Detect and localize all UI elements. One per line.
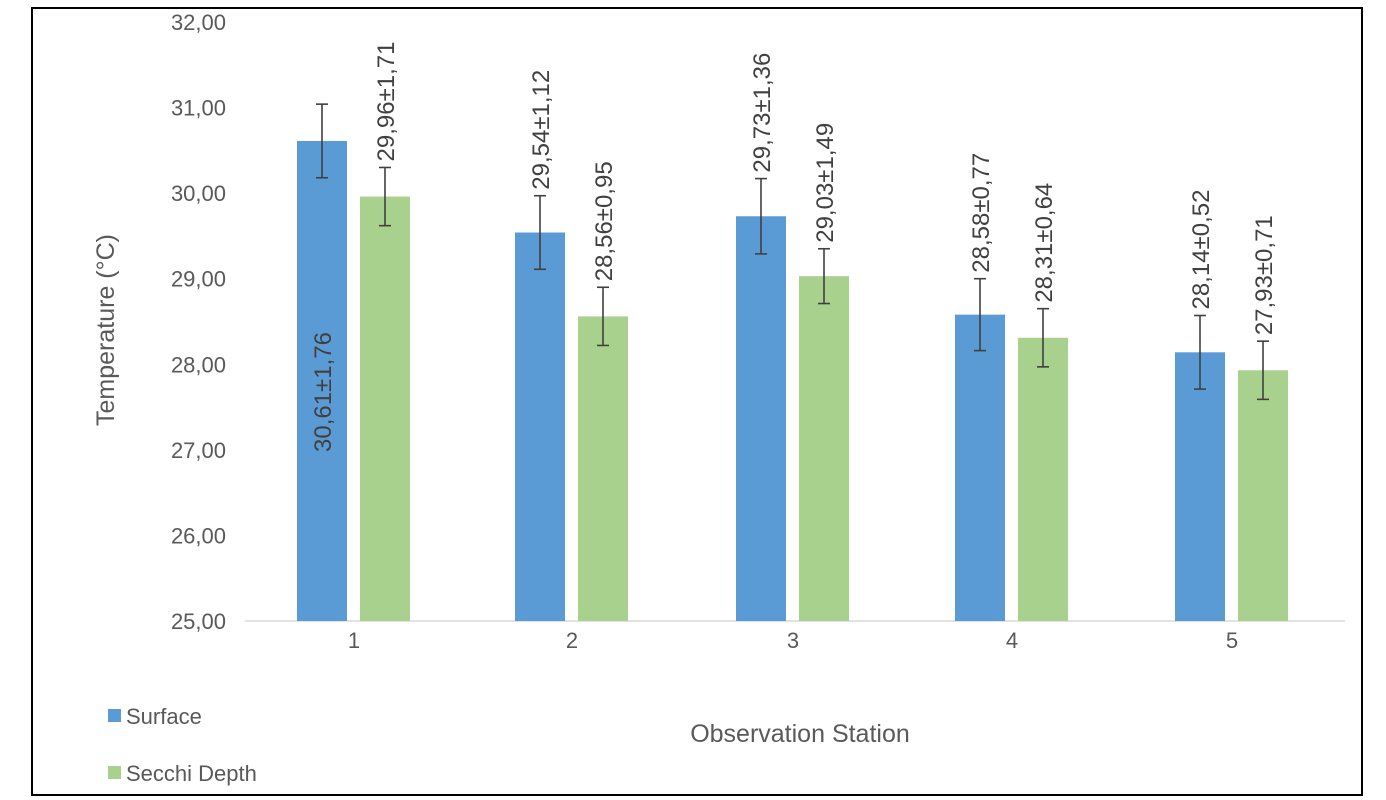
- legend: Surface Secchi Depth: [108, 704, 257, 786]
- x-tick-label: 1: [348, 628, 360, 653]
- legend-swatch-secchi: [108, 766, 121, 779]
- error-bar: [534, 194, 546, 271]
- y-tick-label: 26,00: [171, 523, 226, 548]
- y-axis-title: Temperature (°C): [92, 234, 120, 426]
- bar-secchi-5: [1238, 370, 1288, 621]
- error-bar: [974, 277, 986, 352]
- data-label: 28,31±0,64: [1031, 183, 1058, 303]
- error-bar: [1257, 340, 1269, 401]
- x-axis-title: Observation Station: [690, 720, 910, 748]
- x-tick-label: 5: [1226, 628, 1238, 653]
- error-bar: [1194, 314, 1206, 390]
- bar-surface-5: [1175, 352, 1225, 621]
- x-tick-label: 4: [1006, 628, 1018, 653]
- legend-label-secchi: Secchi Depth: [126, 761, 257, 786]
- error-bar: [379, 166, 391, 227]
- legend-label-surface: Surface: [126, 704, 202, 729]
- error-bar: [818, 247, 830, 305]
- error-bar: [316, 103, 328, 179]
- error-bar: [597, 286, 609, 347]
- y-tick-label: 32,00: [171, 10, 226, 35]
- bar-surface-1: [297, 140, 347, 622]
- data-label: 30,61±1,76: [310, 332, 337, 452]
- y-tick-label: 31,00: [171, 96, 226, 121]
- y-tick-label: 29,00: [171, 267, 226, 292]
- error-bar: [755, 177, 767, 255]
- data-label: 28,14±0,52: [1188, 190, 1215, 310]
- bar-secchi-1: [360, 196, 410, 621]
- data-label: 29,96±1,71: [373, 42, 400, 162]
- data-label: 28,56±0,95: [591, 161, 618, 281]
- y-tick-label: 27,00: [171, 438, 226, 463]
- x-tick-label: 2: [566, 628, 578, 653]
- bar-secchi-3: [799, 276, 849, 621]
- bar-surface-4: [955, 314, 1005, 621]
- y-tick-label: 30,00: [171, 181, 226, 206]
- data-label: 28,58±0,77: [968, 153, 995, 273]
- bar-secchi-2: [578, 316, 628, 621]
- error-bar: [1037, 307, 1049, 368]
- data-label: 29,54±1,12: [528, 70, 555, 190]
- y-tick-label: 28,00: [171, 352, 226, 377]
- data-label: 29,73±1,36: [749, 53, 776, 173]
- bar-secchi-4: [1018, 337, 1068, 621]
- bar-surface-3: [736, 216, 786, 622]
- chart-border: [31, 7, 1363, 796]
- x-tick-label: 3: [787, 628, 799, 653]
- data-label: 29,03±1,49: [812, 123, 839, 243]
- data-label: 27,93±0,71: [1251, 215, 1278, 335]
- y-tick-label: 25,00: [171, 609, 226, 634]
- bar-surface-2: [515, 232, 565, 621]
- legend-swatch-surface: [108, 709, 121, 722]
